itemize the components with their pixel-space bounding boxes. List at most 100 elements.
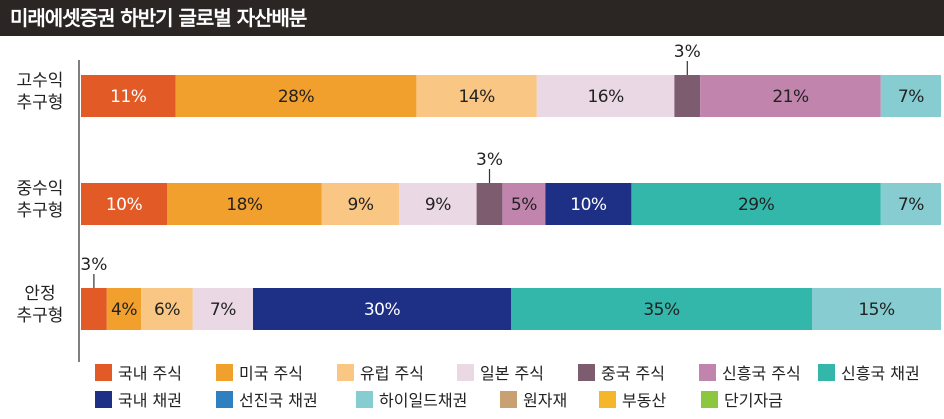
legend-label: 일본 주식: [480, 364, 544, 383]
segment-label: 7%: [210, 300, 236, 320]
bar-segment: [141, 288, 193, 330]
legend-label: 신흥국 채권: [841, 364, 920, 383]
bar-segment: [321, 183, 400, 225]
segment-label: 30%: [364, 300, 401, 320]
legend-swatch: [95, 391, 112, 408]
bar-segment: [81, 288, 107, 330]
row-label: 안정 추구형: [17, 284, 64, 326]
legend-label: 원자재: [523, 391, 567, 410]
legend-item: 단기자금: [701, 391, 783, 410]
bar-segment: [536, 75, 675, 117]
row-label-line: 추구형: [17, 93, 64, 113]
legend-item: 미국 주식: [216, 364, 303, 383]
segment-callout-label: 3%: [674, 42, 701, 62]
bar-segment: [167, 183, 322, 225]
bar-segment: [511, 288, 812, 330]
segment-label: 16%: [587, 87, 624, 107]
legend-label: 국내 주식: [118, 364, 182, 383]
legend-item: 국내 채권: [95, 391, 182, 410]
segment-label: 18%: [226, 195, 263, 215]
segment-label: 11%: [110, 87, 147, 107]
legend-swatch: [337, 364, 354, 381]
row-label-line: 중수익: [17, 179, 64, 199]
bar-segment: [700, 75, 881, 117]
bar-segment: [476, 183, 503, 225]
legend-label: 하이일드채권: [379, 391, 467, 410]
row-label-line: 추구형: [17, 306, 64, 326]
segment-label: 5%: [511, 195, 537, 215]
legend-swatch: [699, 364, 716, 381]
legend-label: 중국 주식: [601, 364, 665, 383]
legend-item: 원자재: [500, 391, 567, 410]
legend-swatch: [578, 364, 595, 381]
bar-segment: [253, 288, 511, 330]
segment-label: 7%: [898, 195, 924, 215]
legend-item: 하이일드채권: [356, 391, 467, 410]
segment-label: 15%: [858, 300, 895, 320]
bar-segment: [545, 183, 632, 225]
bar-row: 10% 18% 9% 9% 3% 5% 10% 29% 7%: [81, 150, 941, 225]
legend-label: 신흥국 주식: [722, 364, 801, 383]
legend-swatch: [95, 364, 112, 381]
title-bar: 미래에셋증권 하반기 글로벌 자산배분: [0, 0, 944, 36]
segment-label: 29%: [738, 195, 775, 215]
segment-callout-label: 3%: [80, 255, 107, 275]
legend-item: 국내 주식: [95, 364, 182, 383]
segment-label: 7%: [898, 87, 924, 107]
segment-label: 28%: [278, 87, 315, 107]
row-label-line: 추구형: [17, 201, 64, 221]
legend-swatch: [599, 391, 616, 408]
bar-segment: [106, 288, 142, 330]
bar-segment: [175, 75, 417, 117]
bar-segment: [812, 288, 941, 330]
legend-label: 선진국 채권: [239, 391, 318, 410]
bar-segment: [502, 183, 546, 225]
row-label: 중수익 추구형: [17, 179, 64, 221]
bar-segment: [416, 75, 537, 117]
legend-item: 신흥국 주식: [699, 364, 801, 383]
legend-item: 유럽 주식: [337, 364, 424, 383]
segment-label: 21%: [772, 87, 809, 107]
row-label-line: 안정: [24, 284, 55, 304]
legend-label: 단기자금: [724, 391, 783, 410]
bar-segment: [399, 183, 477, 225]
legend-item: 선진국 채권: [216, 391, 318, 410]
bar-row: 3% 4% 6% 7% 30% 35% 15%: [80, 255, 941, 330]
segment-label: 10%: [106, 195, 143, 215]
legend-swatch: [216, 391, 233, 408]
legend-item: 신흥국 채권: [818, 364, 920, 383]
legend-label: 유럽 주식: [360, 364, 424, 383]
legend-label: 미국 주식: [239, 364, 303, 383]
bar-segment: [192, 288, 253, 330]
bar-segment: [880, 183, 941, 225]
row-label: 고수익 추구형: [17, 71, 64, 113]
legend-label: 국내 채권: [118, 391, 182, 410]
row-label-line: 고수익: [17, 71, 64, 91]
bar-row: 11% 28% 14% 16% 3% 21% 7%: [81, 42, 941, 117]
legend-item: 중국 주식: [578, 364, 665, 383]
legend-label: 부동산: [622, 391, 666, 410]
bar-segment: [631, 183, 881, 225]
bar-segment: [81, 183, 167, 225]
legend-item: 일본 주식: [457, 364, 544, 383]
segment-label: 4%: [111, 300, 137, 320]
bar-segment: [674, 75, 701, 117]
segment-label: 6%: [154, 300, 180, 320]
bar-segment: [880, 75, 941, 117]
legend-swatch: [818, 364, 835, 381]
bar-segment: [81, 75, 176, 117]
bars-layer: 11% 28% 14% 16% 3% 21% 7% 10% 18% 9% 9% 3% 5% 10% 29% 7…: [80, 42, 941, 330]
segment-callout-label: 3%: [476, 150, 503, 170]
legend-swatch: [457, 364, 474, 381]
legend-swatch: [500, 391, 517, 408]
segment-label: 9%: [348, 195, 374, 215]
legend-item: 부동산: [599, 391, 666, 410]
legend-swatch: [356, 391, 373, 408]
segment-label: 35%: [643, 300, 680, 320]
segment-label: 14%: [458, 87, 495, 107]
legend-swatch: [216, 364, 233, 381]
segment-label: 10%: [570, 195, 607, 215]
